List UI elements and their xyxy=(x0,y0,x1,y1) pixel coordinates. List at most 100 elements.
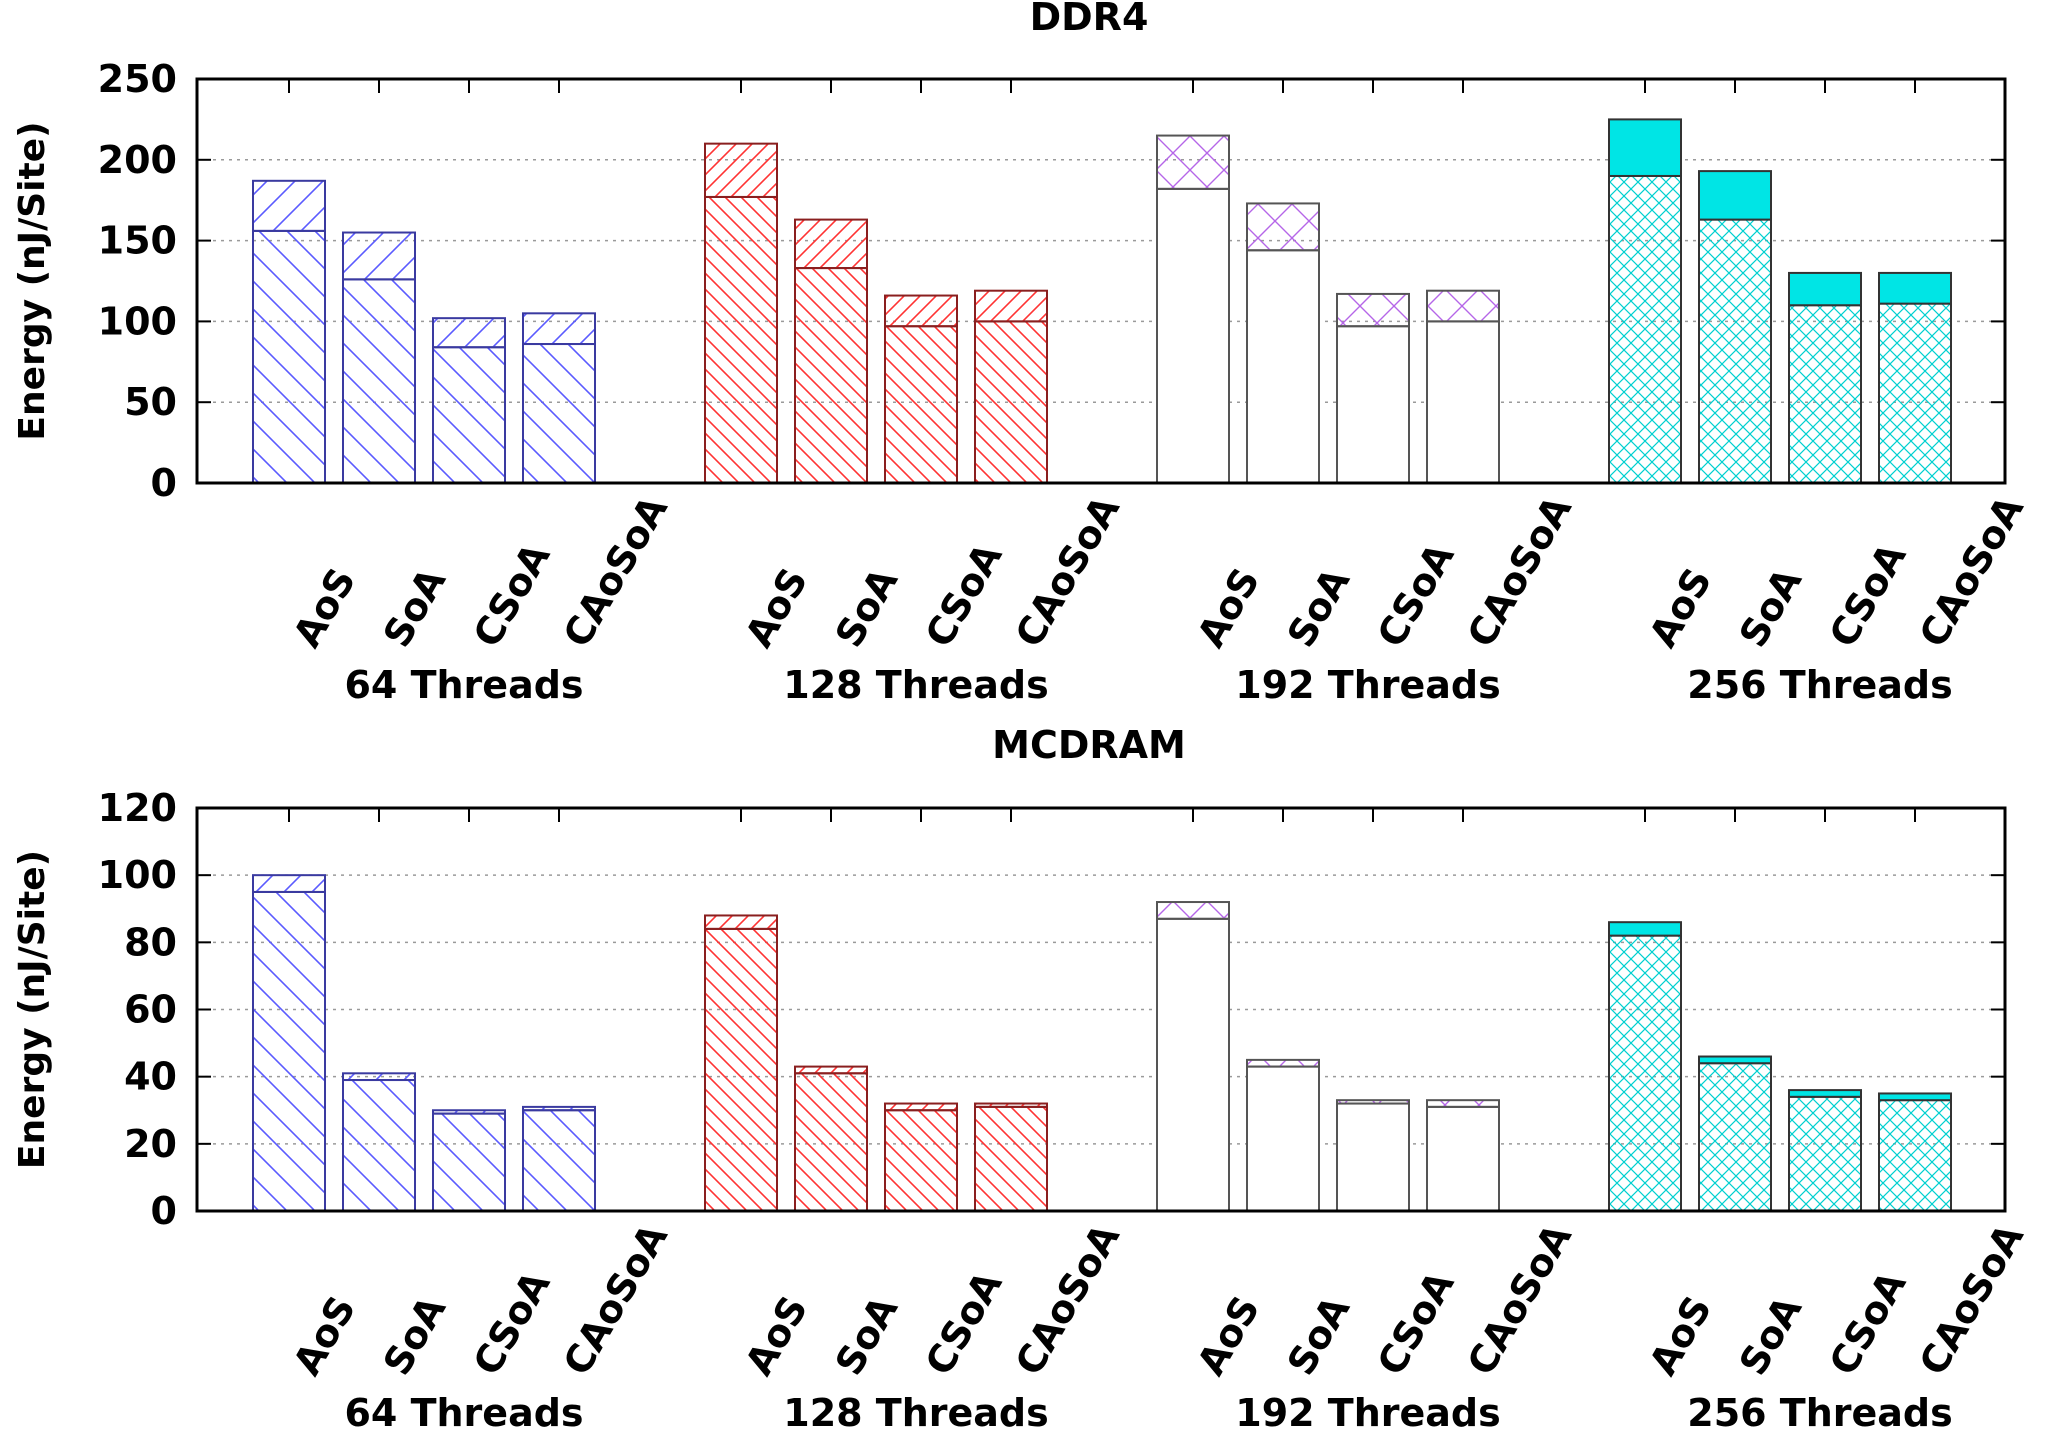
category-label: AoS xyxy=(737,561,817,655)
bar-base-segment xyxy=(974,1105,1048,1213)
category-label: AoS xyxy=(285,561,365,655)
bar-base-segment xyxy=(1698,1062,1772,1212)
y-tick-label: 20 xyxy=(124,1122,177,1166)
group-label: 128 Threads xyxy=(783,1391,1049,1434)
bar-top-segment xyxy=(1788,271,1862,307)
y-tick-label: 50 xyxy=(124,380,177,424)
bar-base-segment xyxy=(252,890,326,1212)
bar-top-segment xyxy=(974,289,1048,323)
bar-base-segment xyxy=(884,1109,958,1212)
bar-group-256-threads xyxy=(1608,921,1952,1213)
bar-top-segment xyxy=(432,317,506,349)
bar-base-segment xyxy=(974,320,1048,484)
category-label: CAoSoA xyxy=(1459,488,1581,655)
category-label: AoS xyxy=(1189,561,1269,655)
y-tick-label: 120 xyxy=(98,786,177,830)
group-label: 192 Threads xyxy=(1235,1391,1501,1434)
bar-top-segment xyxy=(522,312,596,346)
bar-base-segment xyxy=(252,229,326,484)
bar-group-64-threads xyxy=(252,179,596,485)
category-label: AoS xyxy=(285,1289,365,1383)
category-label: CAoSoA xyxy=(555,1216,677,1383)
bar-top-segment xyxy=(1336,1099,1410,1105)
bar-base-segment xyxy=(1426,320,1500,484)
chart-title: DDR4 xyxy=(1030,0,1149,39)
bar-top-segment xyxy=(1788,1089,1862,1098)
group-label: 64 Threads xyxy=(344,1391,583,1434)
bar-top-segment xyxy=(1878,1092,1952,1102)
bar-base-segment xyxy=(1246,249,1320,484)
bar-base-segment xyxy=(342,1079,416,1213)
bar-top-segment xyxy=(342,1072,416,1082)
bar-top-segment xyxy=(1698,1055,1772,1065)
category-label: SoA xyxy=(1731,1288,1811,1382)
group-label: 256 Threads xyxy=(1687,663,1953,707)
chart-title: MCDRAM xyxy=(992,723,1186,767)
bar-base-segment xyxy=(1788,1095,1862,1212)
category-label: CAoSoA xyxy=(555,488,677,655)
y-tick-label: 100 xyxy=(98,299,177,343)
bar-base-segment xyxy=(1878,1099,1952,1213)
y-axis-label: Energy (nJ/Site) xyxy=(12,850,53,1169)
bar-base-segment xyxy=(704,927,778,1213)
bar-top-segment xyxy=(1246,202,1320,252)
y-tick-label: 200 xyxy=(98,138,177,182)
bar-top-segment xyxy=(432,1109,506,1115)
bar-base-segment xyxy=(1156,187,1230,484)
bar-base-segment xyxy=(704,195,778,485)
bar-top-segment xyxy=(974,1102,1048,1108)
bar-top-segment xyxy=(252,874,326,893)
category-label: SoA xyxy=(1279,1288,1359,1382)
category-label: CSoA xyxy=(917,535,1011,654)
bar-top-segment xyxy=(704,914,778,930)
group-label: 128 Threads xyxy=(783,663,1049,707)
y-tick-label: 0 xyxy=(151,461,177,505)
y-tick-label: 40 xyxy=(124,1055,177,1099)
chart-panel-mcdram: MCDRAM Energy (nJ/Site) 0 20 40 60 80 100 120 AoS… xyxy=(12,723,2032,1434)
plot-frame xyxy=(195,806,2007,1213)
group-label: 256 Threads xyxy=(1687,1391,1953,1434)
category-label: CSoA xyxy=(465,535,559,654)
bar-top-segment xyxy=(884,1102,958,1112)
bar-top-segment xyxy=(1156,134,1230,190)
bar-top-segment xyxy=(342,231,416,281)
group-label: 64 Threads xyxy=(344,663,583,707)
category-label: AoS xyxy=(1641,1289,1721,1383)
category-label: SoA xyxy=(1731,560,1811,654)
bar-top-segment xyxy=(1608,921,1682,937)
bar-base-segment xyxy=(432,346,506,485)
bar-base-segment xyxy=(522,1109,596,1212)
plot-frame xyxy=(195,77,2007,485)
category-label: CAoSoA xyxy=(1911,1216,2033,1383)
bar-base-segment xyxy=(1608,934,1682,1212)
bar-group-64-threads xyxy=(252,874,596,1213)
bar-top-segment xyxy=(794,218,868,270)
y-axis-label: Energy (nJ/Site) xyxy=(12,121,53,440)
bar-base-segment xyxy=(1156,917,1230,1212)
bar-base-segment xyxy=(1878,302,1952,484)
bar-group-192-threads xyxy=(1156,134,1500,484)
bar-top-segment xyxy=(794,1065,868,1075)
bar-base-segment xyxy=(884,325,958,484)
category-label: CSoA xyxy=(465,1263,559,1382)
category-label: CSoA xyxy=(1821,1263,1915,1382)
bar-base-segment xyxy=(1336,1102,1410,1212)
category-label: SoA xyxy=(375,1288,455,1382)
bar-base-segment xyxy=(432,1112,506,1212)
category-label: SoA xyxy=(827,1288,907,1382)
category-label: AoS xyxy=(1189,1289,1269,1383)
category-label: SoA xyxy=(375,560,455,654)
bar-base-segment xyxy=(1698,218,1772,484)
bar-base-segment xyxy=(794,1072,868,1213)
bar-top-segment xyxy=(884,294,958,328)
category-label: CSoA xyxy=(1369,535,1463,654)
bar-top-segment xyxy=(252,179,326,232)
bar-base-segment xyxy=(522,343,596,484)
bar-top-segment xyxy=(1878,271,1952,305)
bar-top-segment xyxy=(1336,292,1410,328)
category-label: CAoSoA xyxy=(1007,488,1129,655)
bar-group-128-threads xyxy=(704,914,1048,1213)
bar-base-segment xyxy=(1788,304,1862,484)
